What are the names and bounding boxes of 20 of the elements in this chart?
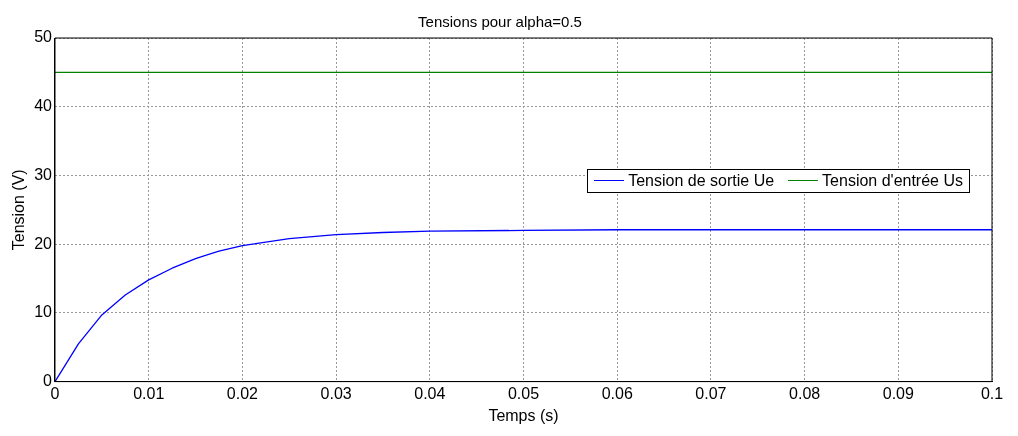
x-tick-label: 0.09: [882, 384, 914, 402]
x-tick-label: 0.06: [601, 384, 633, 402]
x-tick-label: 0.05: [507, 384, 540, 402]
x-tick-label: 0.07: [695, 384, 727, 402]
chart-title: Tensions pour alpha=0.5: [418, 13, 582, 31]
x-tick-label: 0.03: [320, 384, 352, 402]
x-tick-label: 0.02: [226, 384, 259, 402]
legend-label: Tension d'entrée Us: [822, 171, 963, 190]
y-tick-label: 10: [34, 303, 53, 321]
y-tick-label: 40: [34, 97, 53, 115]
x-tick-label: 0.08: [789, 384, 821, 402]
y-axis-title: Tension (V): [10, 169, 28, 251]
legend-label: Tension de sortie Ue: [628, 171, 775, 190]
x-tick-label: 0.01: [133, 384, 165, 402]
y-tick-label: 50: [34, 28, 53, 46]
y-tick-label: 30: [34, 165, 53, 183]
x-tick-label: 0.04: [414, 384, 446, 402]
y-tick-label: 20: [34, 234, 53, 252]
x-tick-label: 0.1: [980, 384, 1004, 402]
x-axis-title: Temps (s): [488, 406, 559, 424]
